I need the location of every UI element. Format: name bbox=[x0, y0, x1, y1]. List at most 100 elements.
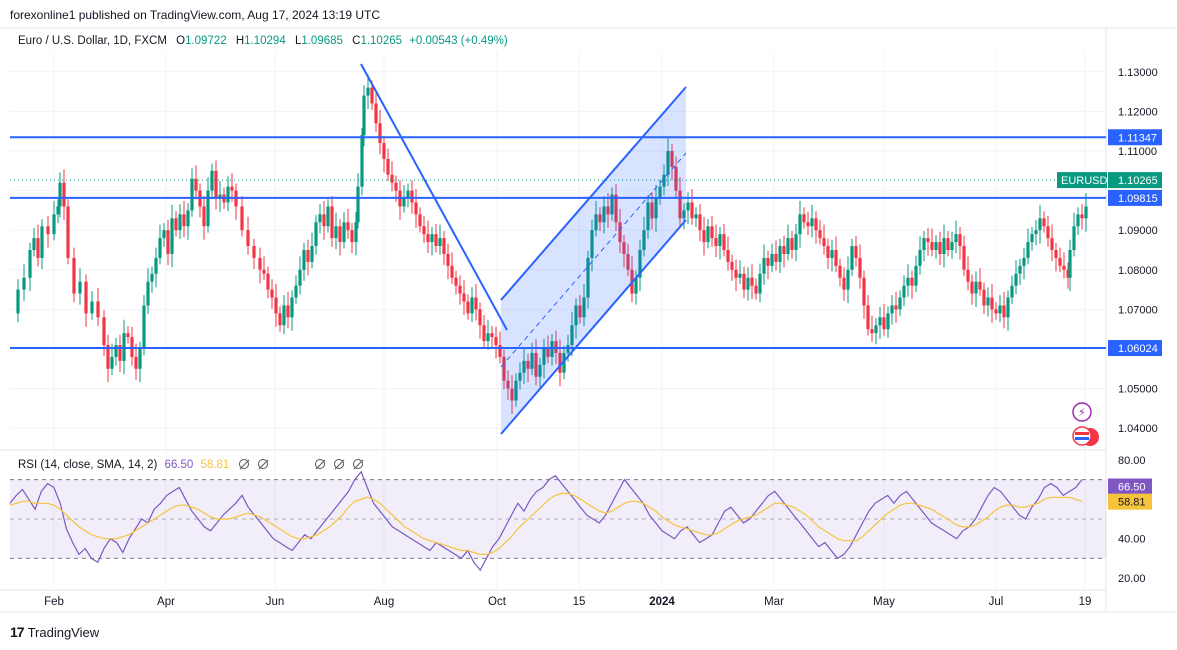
level-price-tag-text: 1.06024 bbox=[1118, 343, 1158, 355]
candle-body bbox=[118, 345, 122, 361]
candle-body bbox=[582, 297, 586, 318]
price-tick-label: 1.12000 bbox=[1118, 106, 1158, 118]
candle-body bbox=[466, 301, 470, 314]
candle-body bbox=[1038, 218, 1042, 231]
time-tick-label: Jun bbox=[266, 596, 285, 608]
candle-body bbox=[1062, 265, 1066, 270]
candle-body bbox=[454, 277, 458, 286]
candle-body bbox=[790, 238, 794, 250]
candle-body bbox=[1002, 305, 1006, 318]
candle-body bbox=[110, 356, 114, 369]
candle-body bbox=[794, 234, 798, 250]
rsi-indicator-name[interactable]: RSI (14, close, SMA, 14, 2) bbox=[18, 459, 158, 471]
rsi-sma-line bbox=[9, 492, 1083, 556]
candle-body bbox=[1050, 238, 1054, 250]
candle-body bbox=[56, 206, 60, 215]
candle-body bbox=[598, 214, 602, 223]
candle-body bbox=[926, 238, 930, 243]
candle-body bbox=[938, 242, 942, 254]
candle-body bbox=[370, 87, 374, 104]
candle-body bbox=[642, 230, 646, 250]
candle-body bbox=[402, 198, 406, 207]
channel-upper-line bbox=[500, 86, 687, 301]
candle-body bbox=[686, 202, 690, 211]
candle-body bbox=[28, 250, 32, 278]
candle-body bbox=[414, 202, 418, 215]
symbol-name[interactable]: Euro / U.S. Dollar, 1D, FXCM bbox=[18, 35, 167, 47]
candle-body bbox=[878, 317, 882, 326]
candle-body bbox=[850, 246, 854, 270]
candle-body bbox=[458, 285, 462, 294]
level-price-tag bbox=[1108, 129, 1162, 146]
candle-body bbox=[90, 301, 94, 314]
candle-body bbox=[102, 317, 106, 346]
candle-body bbox=[534, 352, 538, 377]
rsi-value: 66.50 bbox=[164, 459, 194, 471]
rsi-tick-label: 20.00 bbox=[1118, 573, 1146, 585]
candle-body bbox=[906, 277, 910, 286]
rsi-sma-value: 58.81 bbox=[200, 459, 230, 471]
candle-body bbox=[526, 360, 530, 369]
candle-body bbox=[206, 190, 210, 227]
candle-body bbox=[278, 313, 282, 326]
candle-body bbox=[226, 186, 230, 203]
candle-body bbox=[32, 238, 36, 250]
candle-body bbox=[386, 158, 390, 175]
candle-body bbox=[518, 372, 522, 381]
candle-body bbox=[918, 250, 922, 266]
candle-body bbox=[478, 309, 482, 326]
candle-body bbox=[1084, 206, 1088, 219]
hidden-eye-icon[interactable] bbox=[314, 459, 325, 469]
drawings-layer bbox=[10, 63, 1106, 435]
candle-body bbox=[302, 250, 306, 270]
candle-body bbox=[1018, 265, 1022, 274]
candle-body bbox=[846, 269, 850, 290]
candle-body bbox=[746, 277, 750, 290]
candle-body bbox=[586, 257, 590, 298]
time-tick-label: 2024 bbox=[649, 596, 675, 608]
candle-body bbox=[786, 238, 790, 254]
candle-body bbox=[662, 174, 666, 187]
candle-body bbox=[266, 273, 270, 290]
time-tick-label: May bbox=[873, 596, 895, 608]
candle-body bbox=[930, 242, 934, 250]
candle-body bbox=[842, 277, 846, 290]
candle-body bbox=[1030, 234, 1034, 243]
hidden-eye-icon[interactable] bbox=[238, 459, 249, 469]
hidden-eye-icon[interactable] bbox=[334, 459, 345, 469]
open-value: 1.09722 bbox=[185, 35, 227, 47]
hidden-eye-icon[interactable] bbox=[353, 459, 364, 469]
candle-body bbox=[602, 206, 606, 223]
candle-body bbox=[1026, 242, 1030, 258]
candle-body bbox=[210, 170, 214, 191]
downtrend-line bbox=[360, 63, 508, 331]
candle-body bbox=[450, 265, 454, 278]
price-tick-label: 1.11000 bbox=[1118, 146, 1157, 158]
candle-body bbox=[126, 333, 130, 338]
candle-body bbox=[762, 257, 766, 274]
candle-body bbox=[334, 226, 338, 239]
candle-body bbox=[954, 234, 958, 243]
candle-body bbox=[618, 222, 622, 243]
candle-body bbox=[774, 253, 778, 262]
candle-body bbox=[354, 222, 358, 243]
candle-body bbox=[474, 297, 478, 310]
last-price-tag bbox=[1108, 172, 1162, 189]
candle-body bbox=[22, 277, 26, 290]
candle-body bbox=[638, 250, 642, 278]
rsi-value-tag-text: 66.50 bbox=[1118, 482, 1146, 494]
candle-body bbox=[134, 356, 138, 369]
candle-body bbox=[522, 360, 526, 373]
candle-body bbox=[694, 214, 698, 219]
candle-body bbox=[546, 349, 550, 357]
tradingview-brand[interactable]: TradingView bbox=[27, 624, 100, 640]
candle-body bbox=[858, 257, 862, 278]
candle-body bbox=[382, 143, 386, 159]
candle-body bbox=[326, 206, 330, 227]
candle-body bbox=[66, 206, 70, 258]
tradingview-logo-icon[interactable]: 17 bbox=[10, 624, 25, 640]
hidden-eye-icon[interactable] bbox=[257, 459, 268, 469]
time-tick-label: Feb bbox=[44, 596, 64, 608]
candle-body bbox=[634, 277, 638, 294]
